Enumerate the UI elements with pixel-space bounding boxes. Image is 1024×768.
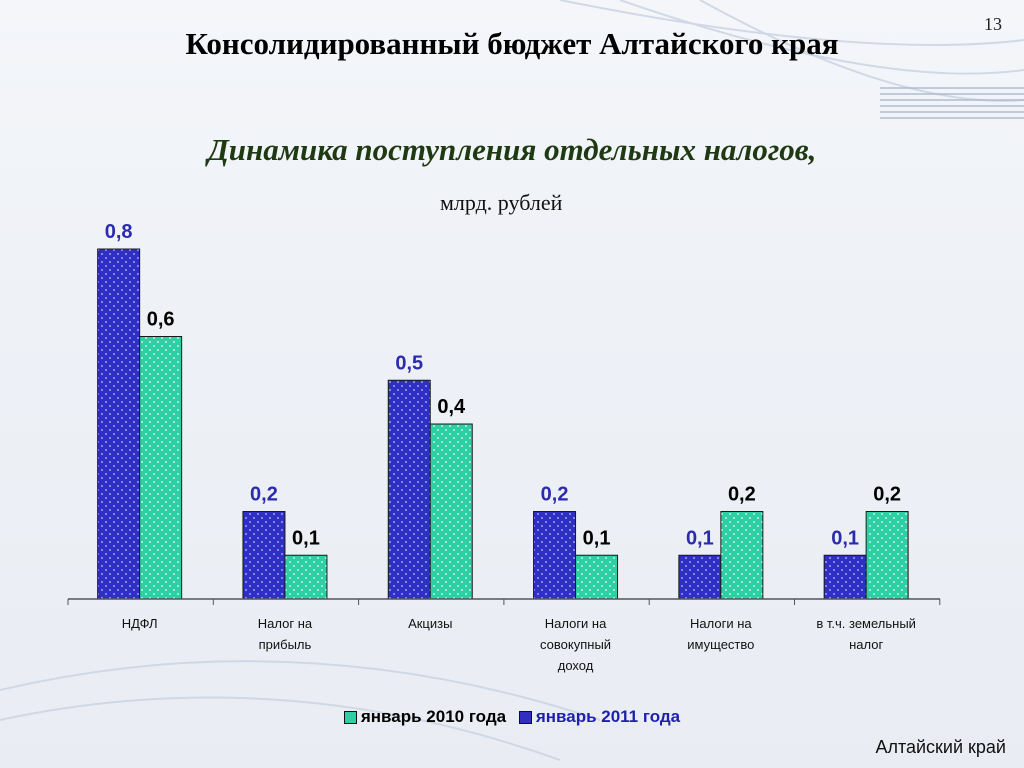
legend-label-2010: январь 2010 года — [360, 706, 507, 726]
category-label-2-0: Акцизы — [408, 616, 452, 631]
data-label-2010-1: 0,1 — [292, 527, 320, 549]
data-label-2011-1: 0,2 — [250, 484, 278, 506]
bar-2011-4 — [678, 554, 722, 600]
chart-subtitle: Динамика поступления отдельных налогов, — [207, 132, 817, 167]
data-label-2011-4: 0,1 — [686, 527, 714, 549]
data-label-2010-3: 0,1 — [583, 527, 611, 549]
bar-2010-2 — [429, 423, 473, 600]
category-label-4-1: имущество — [687, 637, 754, 652]
category-label-3-0: Налоги на — [545, 616, 607, 631]
data-label-2010-0: 0,6 — [147, 309, 175, 331]
bar-2011-3 — [533, 511, 577, 600]
category-label-1-0: Налог на — [258, 616, 313, 631]
bar-2010-1 — [284, 554, 328, 600]
data-label-2011-0: 0,8 — [105, 221, 133, 243]
bar-2011-1 — [242, 511, 286, 600]
data-label-2010-2: 0,4 — [437, 396, 466, 418]
data-label-2011-3: 0,2 — [541, 484, 569, 506]
data-label-2010-5: 0,2 — [873, 484, 901, 506]
bar-2010-4 — [720, 511, 764, 600]
bar-2010-0 — [139, 336, 183, 600]
legend-label-2011: январь 2011 года — [535, 706, 681, 726]
legend-item-2011: январь 2011 года — [518, 706, 681, 727]
unit-label: млрд. рублей — [440, 190, 563, 215]
footer-region: Алтайский край — [875, 737, 1006, 757]
category-label-5-0: в т.ч. земельный — [816, 616, 916, 631]
legend-swatch-2011 — [518, 710, 532, 724]
category-label-3-2: доход — [558, 658, 594, 673]
bar-2010-3 — [575, 554, 619, 600]
legend: январь 2010 года январь 2011 года — [0, 706, 1024, 727]
category-label-4-0: Налоги на — [690, 616, 752, 631]
category-label-0-0: НДФЛ — [122, 616, 158, 631]
data-label-2010-4: 0,2 — [728, 484, 756, 506]
data-label-2011-2: 0,5 — [395, 352, 423, 374]
bar-2011-0 — [97, 248, 141, 600]
legend-item-2010: январь 2010 года — [343, 706, 507, 727]
slide-number: 13 — [984, 14, 1002, 34]
legend-swatch-2010 — [343, 710, 357, 724]
bar-2010-5 — [865, 511, 909, 600]
bar-2011-5 — [823, 554, 867, 600]
data-label-2011-5: 0,1 — [831, 527, 859, 549]
bar-2011-2 — [387, 379, 431, 600]
page-title: Консолидированный бюджет Алтайского края — [185, 26, 839, 61]
category-label-1-1: прибыль — [259, 637, 312, 652]
category-label-3-1: совокупный — [540, 637, 611, 652]
category-label-5-1: налог — [849, 637, 883, 652]
